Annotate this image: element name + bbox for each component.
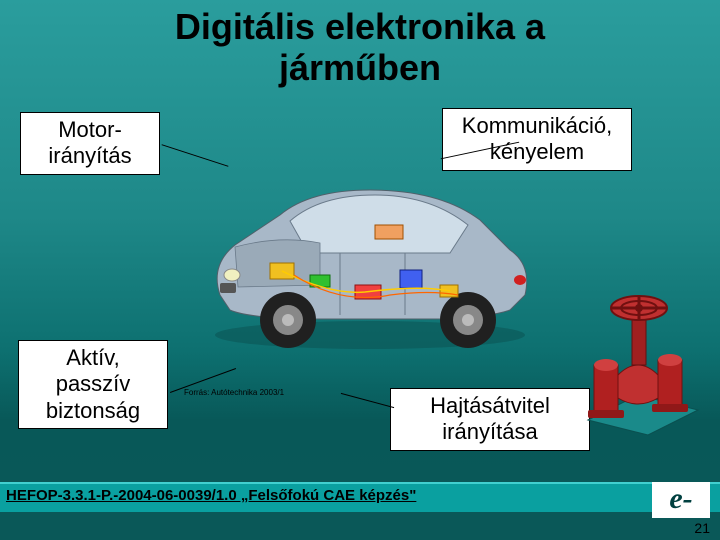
valve-illustration <box>578 260 708 440</box>
slide-number: 21 <box>694 520 710 536</box>
label-aktiv: Aktív, passzív biztonság <box>18 340 168 429</box>
source-note: Forrás: Autótechnika 2003/1 <box>184 388 284 397</box>
title-line-2: járműben <box>279 47 441 88</box>
footer-text: HEFOP-3.3.1-P.-2004-06-0039/1.0 „Felsőfo… <box>6 487 416 504</box>
car-svg <box>190 135 550 365</box>
e-logo-text: e- <box>669 482 692 515</box>
label-hajtas-text: Hajtásátvitel irányítása <box>430 393 550 444</box>
label-motor-text: Motor- irányítás <box>48 117 131 168</box>
title-line-1: Digitális elektronika a <box>175 6 545 47</box>
slide-title: Digitális elektronika a járműben <box>0 6 720 89</box>
footer-text-span: HEFOP-3.3.1-P.-2004-06-0039/1.0 „Felsőfo… <box>6 487 416 504</box>
car-cutaway-illustration <box>190 135 550 365</box>
label-hajtas: Hajtásátvitel irányítása <box>390 388 590 451</box>
label-motor: Motor- irányítás <box>20 112 160 175</box>
e-logo: e- <box>652 482 710 518</box>
label-aktiv-text: Aktív, passzív biztonság <box>46 345 140 423</box>
slide-number-text: 21 <box>694 520 710 536</box>
source-note-text: Forrás: Autótechnika 2003/1 <box>184 388 284 397</box>
